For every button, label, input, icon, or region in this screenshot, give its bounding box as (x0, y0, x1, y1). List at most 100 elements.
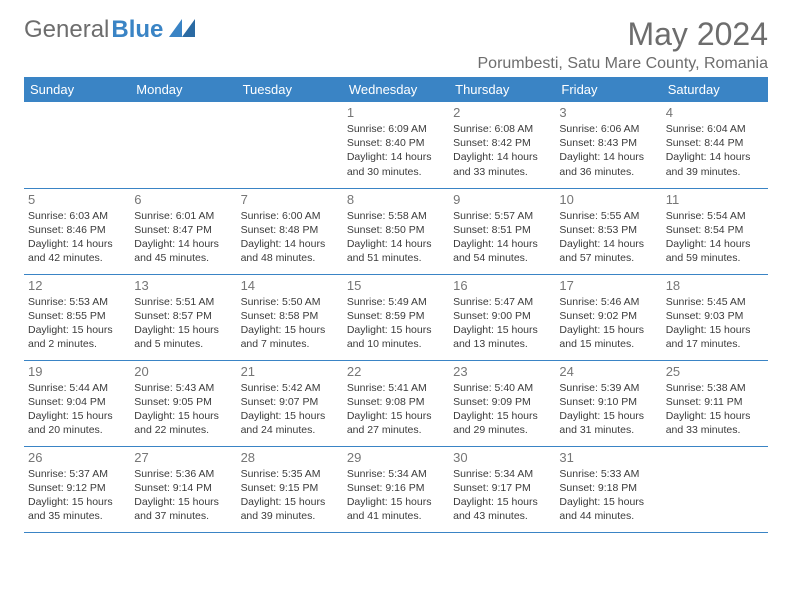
day-details: Sunrise: 5:33 AMSunset: 9:18 PMDaylight:… (559, 467, 657, 524)
calendar-cell: 24Sunrise: 5:39 AMSunset: 9:10 PMDayligh… (555, 360, 661, 446)
logo-text-general: General (24, 16, 109, 44)
day-details: Sunrise: 5:35 AMSunset: 9:15 PMDaylight:… (241, 467, 339, 524)
day-number: 15 (347, 278, 445, 293)
day-number: 3 (559, 105, 657, 120)
day-number: 18 (666, 278, 764, 293)
day-number: 24 (559, 364, 657, 379)
calendar-table: Sunday Monday Tuesday Wednesday Thursday… (24, 77, 768, 533)
day-details: Sunrise: 5:43 AMSunset: 9:05 PMDaylight:… (134, 381, 232, 438)
day-number: 4 (666, 105, 764, 120)
day-number: 21 (241, 364, 339, 379)
calendar-cell (24, 102, 130, 188)
day-number: 8 (347, 192, 445, 207)
calendar-cell: 28 Sunrise: 5:35 AMSunset: 9:15 PMDayligh… (237, 446, 343, 532)
day-details: Sunrise: 6:09 AMSunset: 8:40 PMDaylight:… (347, 122, 445, 179)
calendar-cell: 25 Sunrise: 5:38 AMSunset: 9:11 PMDayligh… (662, 360, 768, 446)
calendar-cell: 22 Sunrise: 5:41 AMSunset: 9:08 PMDayligh… (343, 360, 449, 446)
day-details: Sunrise: 5:41 AMSunset: 9:08 PMDaylight:… (347, 381, 445, 438)
day-details: Sunrise: 5:45 AMSunset: 9:03 PMDaylight:… (666, 295, 764, 352)
calendar-row: 19 Sunrise: 5:44 AMSunset: 9:04 PMDayligh… (24, 360, 768, 446)
day-details: Sunrise: 5:44 AMSunset: 9:04 PMDaylight:… (28, 381, 126, 438)
day-number: 31 (559, 450, 657, 465)
calendar-cell (130, 102, 236, 188)
day-details: Sunrise: 5:50 AMSunset: 8:58 PMDaylight:… (241, 295, 339, 352)
weekday-header: Sunday (24, 77, 130, 102)
day-number: 2 (453, 105, 551, 120)
calendar-cell: 29Sunrise: 5:34 AMSunset: 9:16 PMDayligh… (343, 446, 449, 532)
calendar-cell: 8 Sunrise: 5:58 AMSunset: 8:50 PMDaylight… (343, 188, 449, 274)
day-details: Sunrise: 5:49 AMSunset: 8:59 PMDaylight:… (347, 295, 445, 352)
day-number: 25 (666, 364, 764, 379)
day-number: 9 (453, 192, 551, 207)
calendar-cell: 18 Sunrise: 5:45 AMSunset: 9:03 PMDayligh… (662, 274, 768, 360)
day-number: 23 (453, 364, 551, 379)
day-details: Sunrise: 6:03 AMSunset: 8:46 PMDaylight:… (28, 209, 126, 266)
calendar-cell (237, 102, 343, 188)
calendar-cell (662, 446, 768, 532)
weekday-header-row: Sunday Monday Tuesday Wednesday Thursday… (24, 77, 768, 102)
title-block: May 2024 Porumbesti, Satu Mare County, R… (478, 16, 769, 73)
calendar-cell: 23 Sunrise: 5:40 AMSunset: 9:09 PMDayligh… (449, 360, 555, 446)
day-number: 28 (241, 450, 339, 465)
day-number: 11 (666, 192, 764, 207)
calendar-cell: 12 Sunrise: 5:53 AMSunset: 8:55 PMDayligh… (24, 274, 130, 360)
calendar-cell: 1 Sunrise: 6:09 AMSunset: 8:40 PMDaylight… (343, 102, 449, 188)
calendar-cell: 7 Sunrise: 6:00 AMSunset: 8:48 PMDaylight… (237, 188, 343, 274)
day-number: 22 (347, 364, 445, 379)
location-text: Porumbesti, Satu Mare County, Romania (478, 55, 769, 73)
day-details: Sunrise: 6:08 AMSunset: 8:42 PMDaylight:… (453, 122, 551, 179)
calendar-cell: 17 Sunrise: 5:46 AMSunset: 9:02 PMDayligh… (555, 274, 661, 360)
calendar-cell: 13 Sunrise: 5:51 AMSunset: 8:57 PMDayligh… (130, 274, 236, 360)
calendar-row: 1 Sunrise: 6:09 AMSunset: 8:40 PMDaylight… (24, 102, 768, 188)
calendar-cell: 4 Sunrise: 6:04 AMSunset: 8:44 PMDaylight… (662, 102, 768, 188)
day-number: 29 (347, 450, 445, 465)
day-details: Sunrise: 6:00 AMSunset: 8:48 PMDaylight:… (241, 209, 339, 266)
calendar-cell: 9 Sunrise: 5:57 AMSunset: 8:51 PMDaylight… (449, 188, 555, 274)
calendar-cell: 21 Sunrise: 5:42 AMSunset: 9:07 PMDayligh… (237, 360, 343, 446)
logo-text-blue: Blue (111, 16, 163, 44)
weekday-header: Tuesday (237, 77, 343, 102)
calendar-cell: 16Sunrise: 5:47 AMSunset: 9:00 PMDayligh… (449, 274, 555, 360)
day-number: 27 (134, 450, 232, 465)
day-number: 19 (28, 364, 126, 379)
day-number: 10 (559, 192, 657, 207)
header: GeneralBlue May 2024 Porumbesti, Satu Ma… (24, 16, 768, 73)
day-details: Sunrise: 5:34 AMSunset: 9:17 PMDaylight:… (453, 467, 551, 524)
day-details: Sunrise: 5:40 AMSunset: 9:09 PMDaylight:… (453, 381, 551, 438)
day-number: 6 (134, 192, 232, 207)
calendar-cell: 10Sunrise: 5:55 AMSunset: 8:53 PMDayligh… (555, 188, 661, 274)
calendar-cell: 2 Sunrise: 6:08 AMSunset: 8:42 PMDaylight… (449, 102, 555, 188)
calendar-row: 5 Sunrise: 6:03 AMSunset: 8:46 PMDaylight… (24, 188, 768, 274)
calendar-cell: 27Sunrise: 5:36 AMSunset: 9:14 PMDayligh… (130, 446, 236, 532)
day-number: 26 (28, 450, 126, 465)
day-details: Sunrise: 5:42 AMSunset: 9:07 PMDaylight:… (241, 381, 339, 438)
day-number: 12 (28, 278, 126, 293)
calendar-cell: 5 Sunrise: 6:03 AMSunset: 8:46 PMDaylight… (24, 188, 130, 274)
day-details: Sunrise: 5:53 AMSunset: 8:55 PMDaylight:… (28, 295, 126, 352)
weekday-header: Friday (555, 77, 661, 102)
logo: GeneralBlue (24, 16, 195, 44)
day-details: Sunrise: 6:04 AMSunset: 8:44 PMDaylight:… (666, 122, 764, 179)
day-details: Sunrise: 5:46 AMSunset: 9:02 PMDaylight:… (559, 295, 657, 352)
calendar-cell: 19 Sunrise: 5:44 AMSunset: 9:04 PMDayligh… (24, 360, 130, 446)
calendar-cell: 26Sunrise: 5:37 AMSunset: 9:12 PMDayligh… (24, 446, 130, 532)
weekday-header: Monday (130, 77, 236, 102)
calendar-cell: 15 Sunrise: 5:49 AMSunset: 8:59 PMDayligh… (343, 274, 449, 360)
day-number: 13 (134, 278, 232, 293)
day-number: 1 (347, 105, 445, 120)
day-details: Sunrise: 5:38 AMSunset: 9:11 PMDaylight:… (666, 381, 764, 438)
day-number: 17 (559, 278, 657, 293)
day-details: Sunrise: 5:57 AMSunset: 8:51 PMDaylight:… (453, 209, 551, 266)
day-details: Sunrise: 5:51 AMSunset: 8:57 PMDaylight:… (134, 295, 232, 352)
calendar-row: 12 Sunrise: 5:53 AMSunset: 8:55 PMDayligh… (24, 274, 768, 360)
day-details: Sunrise: 5:58 AMSunset: 8:50 PMDaylight:… (347, 209, 445, 266)
day-details: Sunrise: 5:47 AMSunset: 9:00 PMDaylight:… (453, 295, 551, 352)
weekday-header: Saturday (662, 77, 768, 102)
calendar-cell: 30 Sunrise: 5:34 AMSunset: 9:17 PMDayligh… (449, 446, 555, 532)
day-number: 30 (453, 450, 551, 465)
day-details: Sunrise: 6:06 AMSunset: 8:43 PMDaylight:… (559, 122, 657, 179)
calendar-cell: 20Sunrise: 5:43 AMSunset: 9:05 PMDayligh… (130, 360, 236, 446)
day-number: 5 (28, 192, 126, 207)
day-number: 7 (241, 192, 339, 207)
triangle-icon (169, 19, 195, 42)
